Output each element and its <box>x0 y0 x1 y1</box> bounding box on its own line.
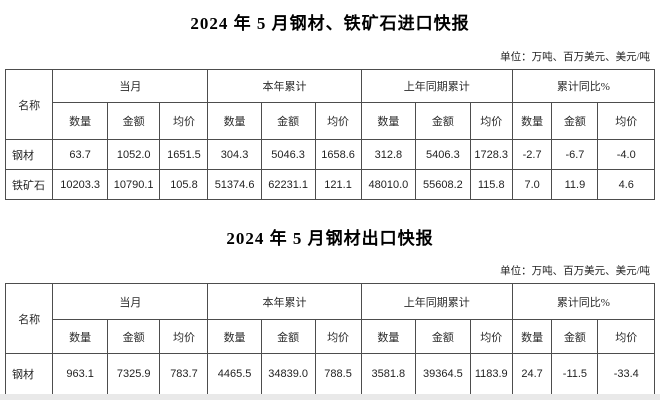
name-column-header: 名称 <box>4 283 54 354</box>
sub-header-quantity: 数量 <box>207 319 262 354</box>
group-header-yoy-pct: 累计同比% <box>511 69 656 103</box>
sub-header-amount: 金额 <box>260 319 316 354</box>
import-table: 名称 当月 本年累计 上年同期累计 累计同比% 数量 金额 均价 数量 金额 均… <box>4 69 656 200</box>
sub-header-amount: 金额 <box>551 319 599 354</box>
sub-header-avg-price: 均价 <box>314 319 362 354</box>
group-header-prev-year-ytd: 上年同期累计 <box>360 69 513 103</box>
sub-header-quantity: 数量 <box>52 319 108 354</box>
sub-header-amount: 金额 <box>415 319 471 354</box>
import-unit-note: 单位：万吨、百万美元、美元/吨 <box>500 52 650 63</box>
sub-header-avg-price: 均价 <box>159 319 209 354</box>
cell-value: 783.7 <box>159 353 209 395</box>
page-bottom-strip <box>0 394 660 400</box>
cell-value: 10203.3 <box>52 169 108 200</box>
cell-value: 3581.8 <box>360 353 417 395</box>
cell-value: -4.0 <box>597 139 655 170</box>
cell-value: 1728.3 <box>469 139 513 170</box>
cell-value: 1651.5 <box>159 139 209 170</box>
group-header-ytd: 本年累计 <box>207 69 362 103</box>
table-row-steel: 钢材 963.1 7325.9 783.7 4465.5 34839.0 788… <box>4 353 655 395</box>
cell-value: 34839.0 <box>260 353 316 395</box>
row-name: 钢材 <box>4 353 54 395</box>
group-header-ytd: 本年累计 <box>207 283 362 320</box>
group-header-prev-year-ytd: 上年同期累计 <box>360 283 513 320</box>
sub-header-quantity: 数量 <box>511 102 553 140</box>
cell-value: 121.1 <box>314 169 362 200</box>
sub-header-avg-price: 均价 <box>597 319 655 354</box>
sub-header-amount: 金额 <box>415 102 471 140</box>
table-row-iron-ore: 铁矿石 10203.3 10790.1 105.8 51374.6 62231.… <box>4 169 655 200</box>
cell-value: 788.5 <box>314 353 362 395</box>
name-column-header: 名称 <box>4 69 54 140</box>
cell-value: 1658.6 <box>314 139 362 170</box>
cell-value: 4465.5 <box>207 353 262 395</box>
cell-value: 51374.6 <box>207 169 262 200</box>
cell-value: -33.4 <box>597 353 655 395</box>
table-row-steel: 钢材 63.7 1052.0 1651.5 304.3 5046.3 1658.… <box>4 139 655 170</box>
cell-value: 1183.9 <box>469 353 513 395</box>
sub-header-avg-price: 均价 <box>314 102 362 140</box>
cell-value: 63.7 <box>52 139 108 170</box>
sub-header-quantity: 数量 <box>207 102 262 140</box>
cell-value: 4.6 <box>597 169 655 200</box>
cell-value: -6.7 <box>551 139 599 170</box>
cell-value: -11.5 <box>551 353 599 395</box>
group-header-yoy-pct: 累计同比% <box>511 283 656 320</box>
sub-header-amount: 金额 <box>106 102 161 140</box>
cell-value: 48010.0 <box>360 169 417 200</box>
sub-header-amount: 金额 <box>106 319 161 354</box>
sub-header-quantity: 数量 <box>52 102 108 140</box>
cell-value: 55608.2 <box>415 169 471 200</box>
cell-value: 62231.1 <box>260 169 316 200</box>
cell-value: 963.1 <box>52 353 108 395</box>
row-name: 铁矿石 <box>4 169 54 200</box>
cell-value: 5046.3 <box>260 139 316 170</box>
sub-header-avg-price: 均价 <box>469 102 513 140</box>
export-table: 名称 当月 本年累计 上年同期累计 累计同比% 数量 金额 均价 数量 金额 均… <box>4 283 656 395</box>
group-header-current-month: 当月 <box>52 283 209 320</box>
cell-value: 7.0 <box>511 169 553 200</box>
sub-header-quantity: 数量 <box>360 319 417 354</box>
cell-value: 24.7 <box>511 353 553 395</box>
cell-value: 7325.9 <box>106 353 161 395</box>
sub-header-amount: 金额 <box>551 102 599 140</box>
row-name: 钢材 <box>4 139 54 170</box>
cell-value: 304.3 <box>207 139 262 170</box>
cell-value: 312.8 <box>360 139 417 170</box>
group-header-current-month: 当月 <box>52 69 209 103</box>
cell-value: 11.9 <box>551 169 599 200</box>
sub-header-quantity: 数量 <box>360 102 417 140</box>
sub-header-avg-price: 均价 <box>159 102 209 140</box>
export-unit-note: 单位：万吨、百万美元、美元/吨 <box>500 266 650 277</box>
cell-value: 105.8 <box>159 169 209 200</box>
cell-value: 39364.5 <box>415 353 471 395</box>
sub-header-avg-price: 均价 <box>597 102 655 140</box>
import-report-title: 2024 年 5 月钢材、铁矿石进口快报 <box>190 14 470 33</box>
cell-value: 1052.0 <box>106 139 161 170</box>
sub-header-quantity: 数量 <box>511 319 553 354</box>
cell-value: -2.7 <box>511 139 553 170</box>
cell-value: 10790.1 <box>106 169 161 200</box>
sub-header-amount: 金额 <box>260 102 316 140</box>
cell-value: 115.8 <box>469 169 513 200</box>
cell-value: 5406.3 <box>415 139 471 170</box>
export-report-title: 2024 年 5 月钢材出口快报 <box>226 229 434 248</box>
sub-header-avg-price: 均价 <box>469 319 513 354</box>
